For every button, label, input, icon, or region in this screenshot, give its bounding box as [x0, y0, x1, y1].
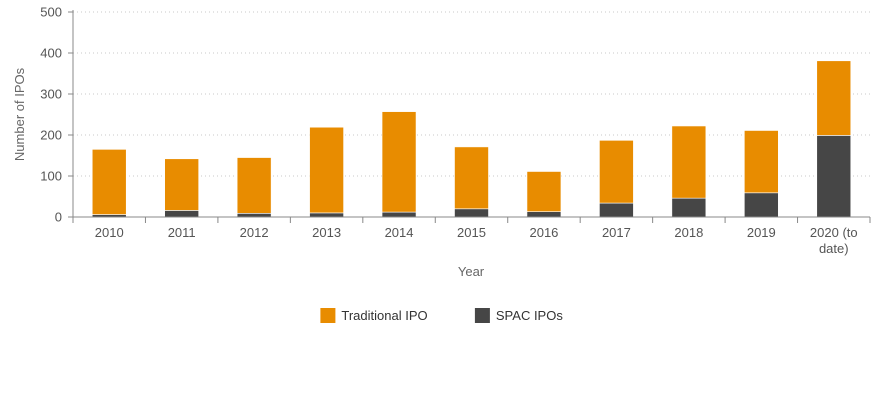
x-axis-title: Year — [458, 264, 485, 279]
x-tick-label: 2020 (to date) — [810, 225, 858, 256]
gridlines — [73, 11, 870, 177]
bar-traditional-ipo-2019 — [744, 130, 779, 194]
bar-spac-ipos-2011 — [164, 210, 199, 218]
bar-spac-ipos-2015 — [454, 208, 489, 218]
legend-swatch — [474, 308, 490, 323]
legend-label: SPAC IPOs — [496, 308, 563, 323]
bar-traditional-ipo-2016 — [526, 171, 562, 212]
bar-traditional-ipo-2020-to-date- — [816, 60, 852, 136]
bar-traditional-ipo-2013 — [309, 126, 344, 214]
x-tick-label: 2017 — [602, 225, 631, 240]
bar-traditional-ipo-2014 — [381, 111, 417, 213]
bar-traditional-ipo-2015 — [454, 146, 489, 210]
bar-spac-ipos-2018 — [671, 197, 707, 218]
bar-spac-ipos-2012 — [236, 213, 272, 218]
y-axis-title: Number of IPOs — [12, 67, 27, 161]
bars — [91, 60, 852, 218]
bar-spac-ipos-2017 — [599, 202, 634, 218]
x-tick-label: 2010 — [95, 225, 124, 240]
legend: Traditional IPO SPAC IPOs — [320, 308, 563, 323]
x-tick-label: 2015 — [457, 225, 486, 240]
y-tick-labels: 0 100 200 300 400 500 — [40, 5, 62, 225]
bar-traditional-ipo-2010 — [91, 149, 127, 215]
bar-traditional-ipo-2018 — [671, 125, 707, 199]
legend-swatch — [320, 308, 336, 323]
legend-item-spac-ipos: SPAC IPOs — [474, 308, 563, 323]
bar-traditional-ipo-2011 — [164, 158, 199, 211]
x-tick-label: 2014 — [385, 225, 414, 240]
y-tick-label: 400 — [40, 46, 62, 61]
x-tick-label: 2011 — [168, 225, 196, 240]
bar-spac-ipos-2016 — [526, 211, 562, 218]
y-tick-label: 0 — [55, 210, 62, 225]
x-tick-label: 2019 — [747, 225, 776, 240]
x-tick-label: 2018 — [674, 225, 703, 240]
y-tick-label: 100 — [40, 169, 62, 184]
x-tick-labels: 2010 2011 2012 2013 2014 2015 2016 2017 2018 2019… — [95, 225, 858, 256]
x-tick-label: 2013 — [312, 225, 341, 240]
bar-spac-ipos-2014 — [381, 211, 417, 218]
legend-label: Traditional IPO — [341, 308, 427, 323]
bar-spac-ipos-2020-to-date- — [816, 135, 852, 218]
bar-spac-ipos-2013 — [309, 212, 344, 218]
y-tick-label: 300 — [40, 87, 62, 102]
axes — [68, 10, 871, 223]
y-tick-label: 200 — [40, 128, 62, 143]
legend-item-traditional-ipo: Traditional IPO — [320, 308, 428, 323]
x-tick-label: 2012 — [240, 225, 269, 240]
y-tick-label: 500 — [40, 5, 62, 20]
x-tick-label: 2016 — [529, 225, 558, 240]
bar-traditional-ipo-2017 — [599, 140, 634, 204]
bar-traditional-ipo-2012 — [236, 157, 272, 214]
bar-spac-ipos-2019 — [744, 192, 779, 218]
